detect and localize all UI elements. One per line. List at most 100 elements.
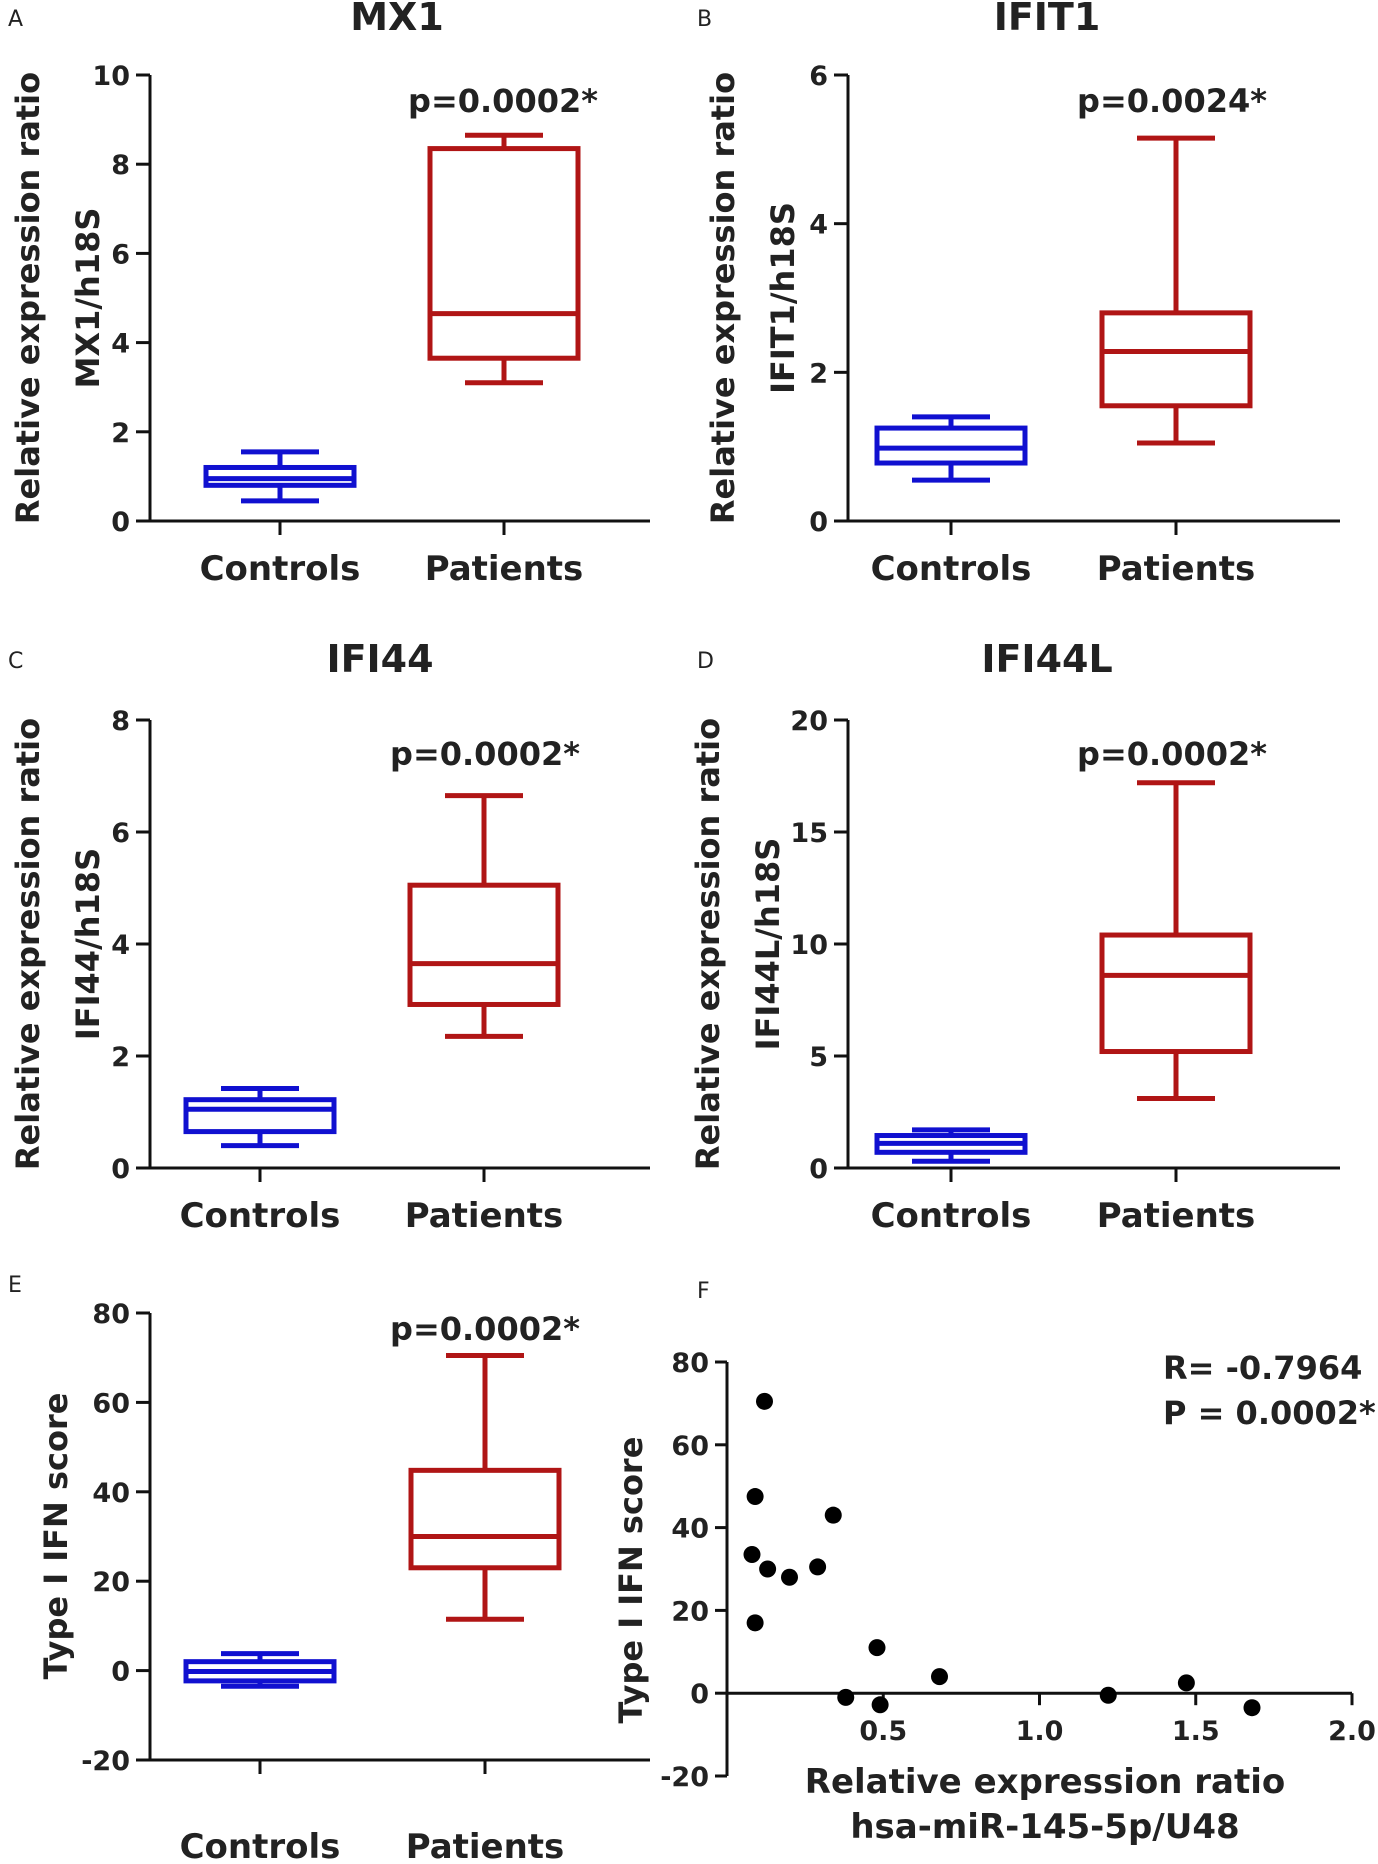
- x-axis-title-line2: hsa-miR-145-5p/U48: [850, 1807, 1239, 1847]
- y-axis-title: MX1/h18S: [69, 208, 107, 389]
- box-controls: [874, 414, 1028, 483]
- category-label: Controls: [180, 1827, 341, 1864]
- box-patients: [427, 132, 581, 386]
- box-patients: [1099, 135, 1253, 446]
- scatter-point: [1099, 1686, 1117, 1704]
- box-controls: [183, 1085, 337, 1149]
- p-value-annotation: p=0.0024*: [1077, 82, 1267, 120]
- panel-d: D IFI44L 0 5 10 15 20 Relative expression ratio…: [689, 637, 1340, 1236]
- panel-letter: D: [697, 649, 714, 674]
- y-tick-label: 40: [671, 1514, 709, 1545]
- y-tick-label: 2: [809, 358, 828, 389]
- scatter-point: [743, 1546, 761, 1564]
- box-controls: [874, 1127, 1028, 1164]
- y-tick-label: 0: [809, 1154, 828, 1185]
- scatter-point: [756, 1392, 773, 1410]
- y-tick-label: 2: [111, 1042, 130, 1073]
- y-tick-label: 80: [92, 1299, 130, 1330]
- iqr-box: [1099, 310, 1253, 409]
- iqr-box: [183, 1097, 337, 1135]
- scatter-point: [781, 1568, 798, 1586]
- y-tick-label: 8: [111, 706, 130, 737]
- p-value-annotation: p=0.0002*: [390, 1310, 580, 1348]
- y-tick-label: 60: [92, 1388, 130, 1419]
- x-tick-label: 1.5: [1172, 1716, 1220, 1747]
- y-tick-label: 4: [111, 329, 130, 360]
- y-axis-title: Relative expression ratio: [9, 72, 47, 524]
- y-tick-label: 2: [111, 418, 130, 449]
- box-patients: [1099, 780, 1253, 1102]
- p-value-annotation: p=0.0002*: [408, 82, 598, 120]
- y-tick-label: 0: [809, 507, 828, 538]
- chart-title: IFIT1: [994, 0, 1101, 39]
- scatter-point: [746, 1488, 764, 1506]
- y-tick-label: 0: [690, 1679, 709, 1710]
- category-label: Patients: [1097, 549, 1256, 589]
- scatter-point: [824, 1506, 842, 1524]
- box-controls: [183, 1651, 337, 1689]
- p-value-annotation: p=0.0002*: [390, 735, 580, 773]
- y-tick-label: 15: [790, 818, 828, 849]
- box-controls: [203, 449, 357, 504]
- y-tick-label: 40: [92, 1478, 130, 1509]
- panel-letter: C: [8, 649, 23, 674]
- box-patients: [408, 1352, 562, 1622]
- y-tick-label: 20: [671, 1596, 709, 1627]
- y-tick-label: 4: [809, 210, 828, 241]
- category-label: Patients: [425, 549, 584, 589]
- y-tick-label: 20: [92, 1567, 130, 1598]
- iqr-box: [874, 425, 1028, 466]
- y-tick-label: 0: [111, 507, 130, 538]
- scatter-point: [746, 1614, 764, 1632]
- x-tick-label: 1.0: [1016, 1716, 1064, 1747]
- y-axis-title: Type I IFN score: [612, 1437, 650, 1724]
- panel-a: A MX1 0 2 4 6 8 10 Relative expression ratio MX1/…: [8, 0, 650, 589]
- y-tick-label: 6: [809, 61, 828, 92]
- chart-title: MX1: [350, 0, 444, 39]
- panel-letter: B: [697, 7, 712, 32]
- scatter-point: [868, 1639, 886, 1657]
- y-tick-label: 10: [92, 61, 130, 92]
- panel-e: E -20 0 20 40 60 80 Type I IFN score Controls Pat…: [8, 1273, 650, 1864]
- panel-c: C IFI44 0 2 4 6 8 Relative expression ratio IFI4…: [8, 637, 650, 1236]
- y-tick-label: 20: [790, 706, 828, 737]
- y-tick-label: 0: [111, 1657, 130, 1688]
- y-tick-label: 6: [111, 818, 130, 849]
- category-label: Controls: [180, 1196, 341, 1236]
- y-axis-title: IFI44L/h18S: [749, 838, 787, 1051]
- p-value-annotation: p=0.0002*: [1077, 735, 1267, 773]
- y-tick-label: 5: [809, 1042, 828, 1073]
- x-tick-label: 2.0: [1328, 1716, 1376, 1747]
- y-axis-title: IFIT1/h18S: [764, 202, 802, 394]
- y-tick-label: 4: [111, 930, 130, 961]
- panel-letter: A: [8, 7, 23, 32]
- y-tick-label: 80: [671, 1348, 709, 1379]
- category-label: Patients: [406, 1827, 565, 1864]
- x-axis-title: Relative expression ratio: [805, 1762, 1285, 1802]
- y-tick-label: 6: [111, 239, 130, 270]
- iqr-box: [1099, 932, 1253, 1055]
- panel-letter: E: [8, 1273, 22, 1298]
- category-label: Patients: [405, 1196, 564, 1236]
- y-axis-title: Type I IFN score: [37, 1393, 75, 1680]
- y-tick-label: 10: [790, 930, 828, 961]
- category-label: Patients: [1097, 1196, 1256, 1236]
- scatter-point: [809, 1558, 827, 1576]
- scatter-point: [1177, 1674, 1195, 1692]
- y-tick-label: -20: [81, 1746, 130, 1777]
- scatter-point: [931, 1668, 948, 1686]
- y-tick-label: 60: [671, 1431, 709, 1462]
- box-patients: [407, 793, 561, 1039]
- chart-title: IFI44: [326, 637, 433, 681]
- panel-b: B IFIT1 0 2 4 6 Relative expression ratio IFIT1…: [697, 0, 1340, 589]
- chart-title: IFI44L: [981, 637, 1112, 681]
- y-axis-title: Relative expression ratio: [689, 718, 727, 1170]
- correlation-r: R= -0.7964: [1163, 1349, 1362, 1387]
- y-axis-title: IFI44/h18S: [69, 848, 107, 1040]
- scatter-point: [759, 1560, 777, 1578]
- y-tick-label: 0: [111, 1154, 130, 1185]
- y-tick-label: -20: [660, 1762, 709, 1793]
- y-tick-label: 8: [111, 150, 130, 181]
- iqr-box: [408, 1467, 562, 1571]
